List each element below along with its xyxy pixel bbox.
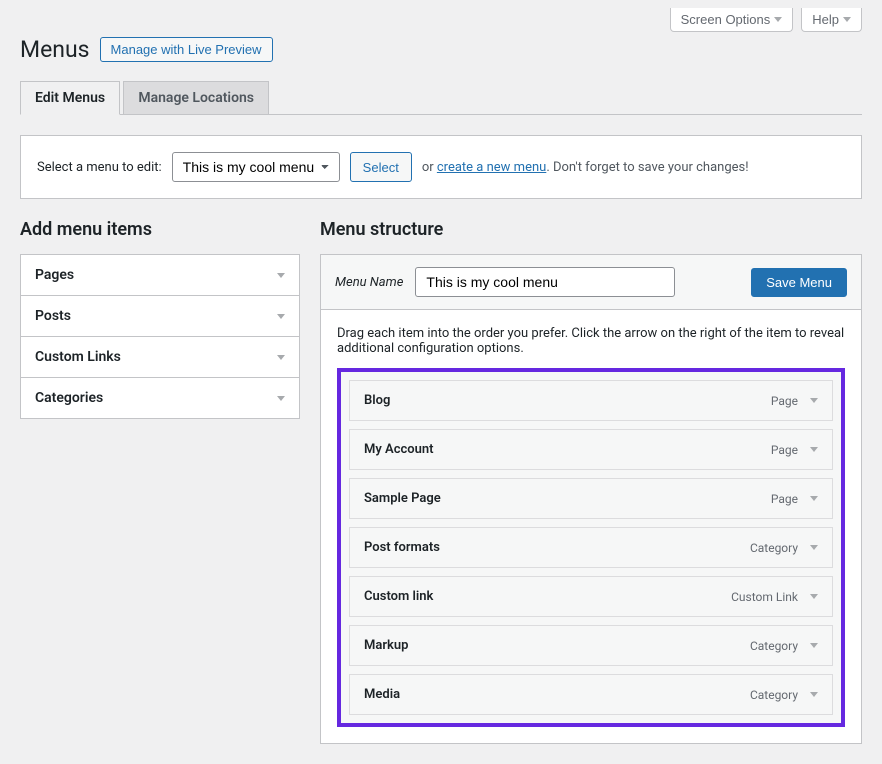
select-menu-label: Select a menu to edit:	[37, 160, 162, 175]
selector-suffix-text: or create a new menu. Don't forget to sa…	[422, 160, 749, 175]
chevron-down-icon	[277, 273, 285, 278]
menu-item-title: My Account	[364, 442, 434, 457]
tab-edit-menus[interactable]: Edit Menus	[20, 81, 120, 115]
menu-name-input[interactable]	[415, 267, 675, 297]
chevron-down-icon	[843, 17, 851, 22]
menu-item-type: Category	[750, 541, 798, 555]
live-preview-button[interactable]: Manage with Live Preview	[100, 37, 273, 62]
chevron-down-icon[interactable]	[810, 398, 818, 403]
or-text: or	[422, 160, 434, 175]
menu-item[interactable]: Sample Page Page	[349, 478, 833, 519]
accordion-item[interactable]: Categories	[21, 378, 299, 419]
menu-item-type: Category	[750, 639, 798, 653]
accordion-item-label: Categories	[35, 390, 103, 406]
help-label: Help	[812, 12, 839, 27]
chevron-down-icon	[277, 396, 285, 401]
accordion-item[interactable]: Custom Links	[21, 337, 299, 378]
menu-item-type: Page	[771, 394, 798, 408]
screen-options-button[interactable]: Screen Options	[670, 8, 794, 32]
chevron-down-icon[interactable]	[810, 496, 818, 501]
accordion-item-label: Custom Links	[35, 349, 121, 365]
menu-item-type: Custom Link	[731, 590, 798, 604]
help-button[interactable]: Help	[801, 8, 862, 32]
menu-item-title: Sample Page	[364, 491, 441, 506]
chevron-down-icon[interactable]	[810, 447, 818, 452]
save-menu-button[interactable]: Save Menu	[751, 268, 847, 297]
menu-item-title: Blog	[364, 393, 390, 408]
chevron-down-icon[interactable]	[810, 643, 818, 648]
menu-item-meta: Page	[771, 443, 818, 457]
menu-item[interactable]: Custom link Custom Link	[349, 576, 833, 617]
screen-options-label: Screen Options	[681, 12, 771, 27]
menu-items-highlight: Blog Page My Account Page Sample Page Page Pos…	[337, 368, 845, 727]
menu-item-title: Markup	[364, 638, 408, 653]
menu-edit-panel: Menu Name Save Menu Drag each item into …	[320, 254, 862, 744]
chevron-down-icon[interactable]	[810, 545, 818, 550]
menu-item-meta: Category	[750, 639, 818, 653]
accordion-item-label: Posts	[35, 308, 71, 324]
menu-header: Menu Name Save Menu	[321, 255, 861, 310]
menu-item-meta: Custom Link	[731, 590, 818, 604]
menu-structure-heading: Menu structure	[320, 219, 862, 240]
menu-item-type: Page	[771, 443, 798, 457]
menu-item-type: Category	[750, 688, 798, 702]
menu-item-title: Media	[364, 687, 400, 702]
create-new-menu-link[interactable]: create a new menu	[437, 160, 546, 175]
chevron-down-icon	[774, 17, 782, 22]
accordion-item-label: Pages	[35, 267, 74, 283]
add-items-accordion: Pages Posts Custom Links Categories	[20, 254, 300, 419]
tab-manage-locations[interactable]: Manage Locations	[123, 81, 269, 115]
accordion-item[interactable]: Posts	[21, 296, 299, 337]
chevron-down-icon	[277, 355, 285, 360]
menu-item-meta: Page	[771, 394, 818, 408]
menu-item-meta: Page	[771, 492, 818, 506]
drag-hint-text: Drag each item into the order you prefer…	[337, 326, 845, 356]
page-title: Menus	[20, 36, 90, 63]
chevron-down-icon[interactable]	[810, 594, 818, 599]
menu-item-meta: Category	[750, 688, 818, 702]
menu-item-title: Post formats	[364, 540, 440, 555]
select-button[interactable]: Select	[350, 152, 412, 182]
chevron-down-icon	[277, 314, 285, 319]
menu-selector-bar: Select a menu to edit: This is my cool m…	[20, 135, 862, 199]
menu-item-title: Custom link	[364, 589, 433, 604]
nav-tabs: Edit Menus Manage Locations	[20, 81, 862, 115]
menu-item[interactable]: Post formats Category	[349, 527, 833, 568]
menu-select[interactable]: This is my cool menu	[172, 152, 340, 182]
menu-item[interactable]: Blog Page	[349, 380, 833, 421]
accordion-item[interactable]: Pages	[21, 255, 299, 296]
add-items-heading: Add menu items	[20, 219, 300, 240]
menu-item[interactable]: Markup Category	[349, 625, 833, 666]
menu-item-type: Page	[771, 492, 798, 506]
suffix-text: . Don't forget to save your changes!	[546, 160, 748, 175]
menu-name-label: Menu Name	[335, 275, 403, 290]
menu-item-meta: Category	[750, 541, 818, 555]
menu-item[interactable]: My Account Page	[349, 429, 833, 470]
chevron-down-icon[interactable]	[810, 692, 818, 697]
menu-item[interactable]: Media Category	[349, 674, 833, 715]
